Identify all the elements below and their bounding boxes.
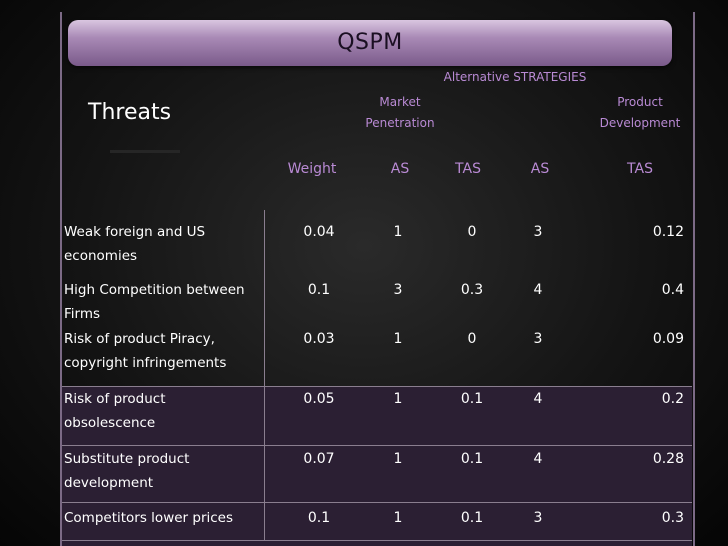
tas-cell: 0.2 [661, 391, 684, 407]
threat-label: Risk of product Piracy, copyright infrin… [64, 331, 227, 371]
as-cell: 4 [533, 451, 543, 467]
tas-cell: 0 [467, 224, 477, 240]
strategy-line2: Development [599, 116, 681, 130]
as-cell: 3 [393, 282, 403, 298]
col-header-weight: Weight [287, 161, 337, 177]
slide-title: QSPM [337, 30, 403, 55]
as-cell: 1 [393, 391, 403, 407]
alternative-strategies-label: Alternative STRATEGIES [443, 70, 587, 84]
tas-cell: 0.4 [661, 282, 684, 298]
weight-cell: 0.07 [303, 451, 335, 467]
threat-label: High Competition between Firms [64, 282, 245, 322]
strategy-product-development: Product Development [590, 92, 690, 134]
threat-label: Weak foreign and US economies [64, 224, 206, 264]
column-divider [264, 210, 265, 540]
slide-frame-right [693, 12, 695, 546]
threat-label: Substitute product development [64, 451, 190, 491]
col-header-tas-2: TAS [627, 161, 653, 177]
strategy-line1: Product [617, 95, 663, 109]
section-label-reflection [110, 150, 180, 153]
tas-cell: 0.1 [460, 510, 484, 526]
row-divider [62, 445, 692, 446]
col-header-tas-1: TAS [455, 161, 481, 177]
strategy-line1: Market [379, 95, 421, 109]
strategy-market-penetration: Market Penetration [352, 92, 448, 134]
weight-cell: 0.1 [307, 282, 331, 298]
weight-cell: 0.04 [303, 224, 335, 240]
slide-frame-left [60, 12, 62, 546]
as-cell: 1 [393, 224, 403, 240]
as-cell: 3 [533, 510, 543, 526]
section-label: Threats [88, 100, 172, 125]
as-cell: 1 [393, 510, 403, 526]
col-header-as-2: AS [530, 161, 550, 177]
as-cell: 4 [533, 282, 543, 298]
table-shaded-area [62, 386, 692, 546]
weight-cell: 0.03 [303, 331, 335, 347]
col-header-as-1: AS [390, 161, 410, 177]
title-bar: QSPM [68, 20, 672, 66]
tas-cell: 0 [467, 331, 477, 347]
tas-cell: 0.3 [661, 510, 684, 526]
tas-cell: 0.09 [652, 331, 684, 347]
as-cell: 1 [393, 451, 403, 467]
threat-label: Competitors lower prices [64, 510, 234, 526]
strategy-line2: Penetration [365, 116, 435, 130]
row-divider [62, 386, 692, 387]
as-cell: 4 [533, 391, 543, 407]
weight-cell: 0.1 [307, 510, 331, 526]
tas-cell: 0.3 [460, 282, 484, 298]
tas-cell: 0.1 [460, 391, 484, 407]
tas-cell: 0.28 [652, 451, 684, 467]
as-cell: 1 [393, 331, 403, 347]
row-divider [62, 502, 692, 503]
row-divider [62, 540, 692, 541]
tas-cell: 0.1 [460, 451, 484, 467]
as-cell: 3 [533, 224, 543, 240]
weight-cell: 0.05 [303, 391, 335, 407]
as-cell: 3 [533, 331, 543, 347]
tas-cell: 0.12 [652, 224, 684, 240]
threat-label: Risk of product obsolescence [64, 391, 166, 431]
